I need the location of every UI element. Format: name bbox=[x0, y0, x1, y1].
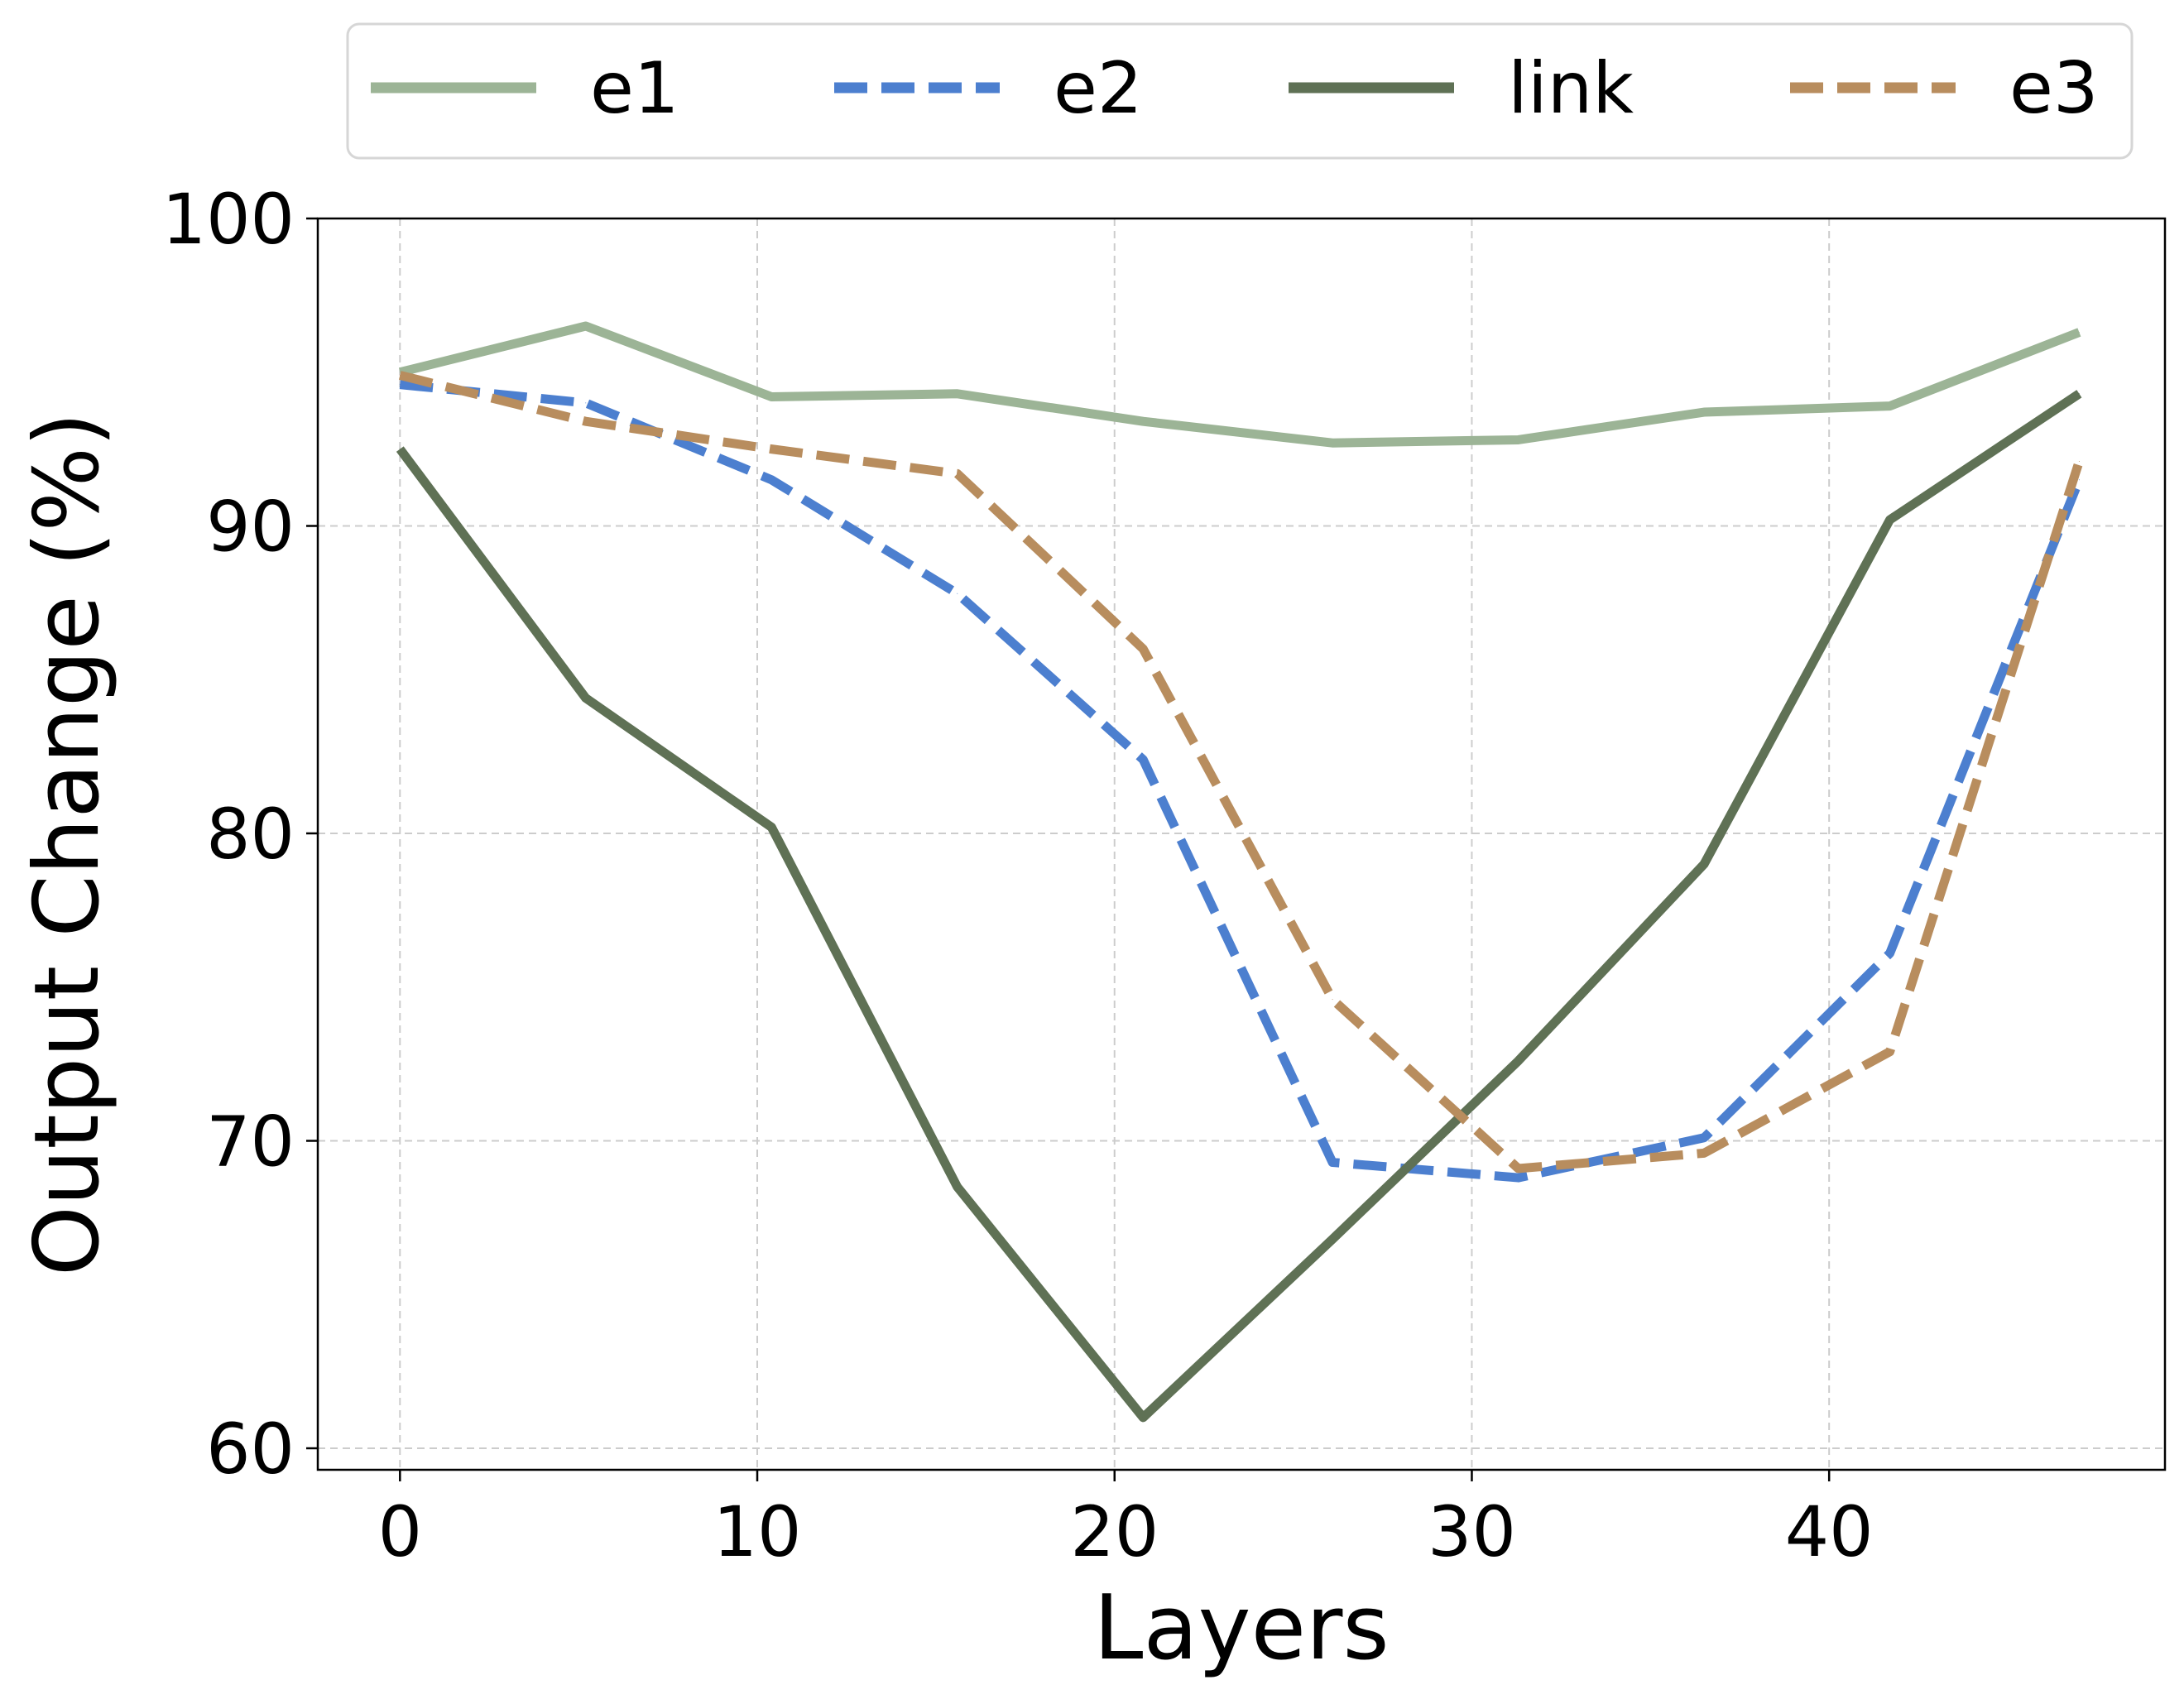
data-point-e3-3 bbox=[957, 473, 958, 474]
data-point-e1-5 bbox=[1332, 442, 1333, 444]
x-tick-label-10: 10 bbox=[713, 1491, 802, 1572]
data-point-e2-5 bbox=[1332, 1162, 1333, 1164]
data-point-link-4 bbox=[1142, 1417, 1144, 1418]
data-point-e3-6 bbox=[1518, 1168, 1519, 1169]
data-point-e1-6 bbox=[1518, 439, 1519, 440]
data-point-e1-1 bbox=[585, 325, 587, 327]
data-point-e1-9 bbox=[2078, 331, 2080, 333]
data-point-e2-0 bbox=[399, 384, 401, 386]
data-point-e1-2 bbox=[770, 396, 772, 397]
y-tick-label-70: 70 bbox=[206, 1101, 295, 1182]
x-tick-label-40: 40 bbox=[1785, 1491, 1874, 1572]
data-point-link-2 bbox=[770, 827, 772, 828]
y-tick-label-60: 60 bbox=[206, 1409, 295, 1490]
data-point-link-6 bbox=[1518, 1060, 1519, 1062]
legend-box bbox=[346, 22, 2134, 160]
data-point-e2-2 bbox=[770, 479, 772, 481]
data-point-link-8 bbox=[1889, 519, 1891, 521]
data-point-link-3 bbox=[957, 1186, 958, 1188]
legend-label-e2: e2 bbox=[1054, 47, 1143, 130]
series-line-link bbox=[396, 390, 2082, 1423]
y-tick-label-80: 80 bbox=[206, 794, 295, 875]
series-line-e1 bbox=[398, 321, 2081, 448]
data-point-e3-1 bbox=[585, 420, 587, 422]
data-point-e3-9 bbox=[2078, 460, 2080, 462]
data-point-e1-3 bbox=[957, 393, 958, 395]
data-point-link-9 bbox=[2078, 393, 2080, 395]
data-point-e3-4 bbox=[1142, 648, 1144, 650]
legend-label-link: link bbox=[1508, 47, 1634, 130]
data-point-e2-4 bbox=[1142, 759, 1144, 761]
data-point-e3-0 bbox=[399, 374, 401, 376]
data-point-e3-5 bbox=[1332, 999, 1333, 1001]
y-tick-label-90: 90 bbox=[206, 486, 295, 567]
y-axis-label: Output Change (%) bbox=[16, 412, 119, 1276]
legend-label-e3: e3 bbox=[2009, 47, 2099, 130]
data-point-e2-1 bbox=[585, 402, 587, 404]
data-point-e2-9 bbox=[2078, 479, 2080, 481]
x-tick-label-20: 20 bbox=[1070, 1491, 1159, 1572]
data-point-e3-7 bbox=[1703, 1152, 1705, 1154]
y-axis-ticks: 60 70 80 90 100 bbox=[162, 179, 318, 1490]
x-axis-label: Layers bbox=[1093, 1577, 1389, 1680]
data-point-link-7 bbox=[1703, 863, 1705, 865]
data-point-e2-3 bbox=[957, 593, 958, 594]
x-tick-label-30: 30 bbox=[1428, 1491, 1516, 1572]
series-line-e3 bbox=[398, 371, 2084, 1174]
legend: e1 e2 link e3 bbox=[346, 22, 2134, 160]
x-tick-label-0: 0 bbox=[378, 1491, 422, 1572]
data-point-e2-7 bbox=[1703, 1137, 1705, 1139]
plot-frame bbox=[316, 217, 2167, 1471]
legend-label-e1: e1 bbox=[590, 47, 679, 130]
series-layer bbox=[396, 321, 2084, 1423]
y-tick-label-100: 100 bbox=[162, 179, 295, 260]
data-point-link-5 bbox=[1332, 1238, 1333, 1240]
series-line-e2 bbox=[399, 380, 2084, 1183]
data-point-e1-7 bbox=[1703, 411, 1705, 413]
data-point-e3-8 bbox=[1889, 1051, 1891, 1053]
data-point-e1-4 bbox=[1142, 420, 1144, 422]
x-axis-ticks: 0 10 20 30 40 bbox=[378, 1470, 1874, 1572]
